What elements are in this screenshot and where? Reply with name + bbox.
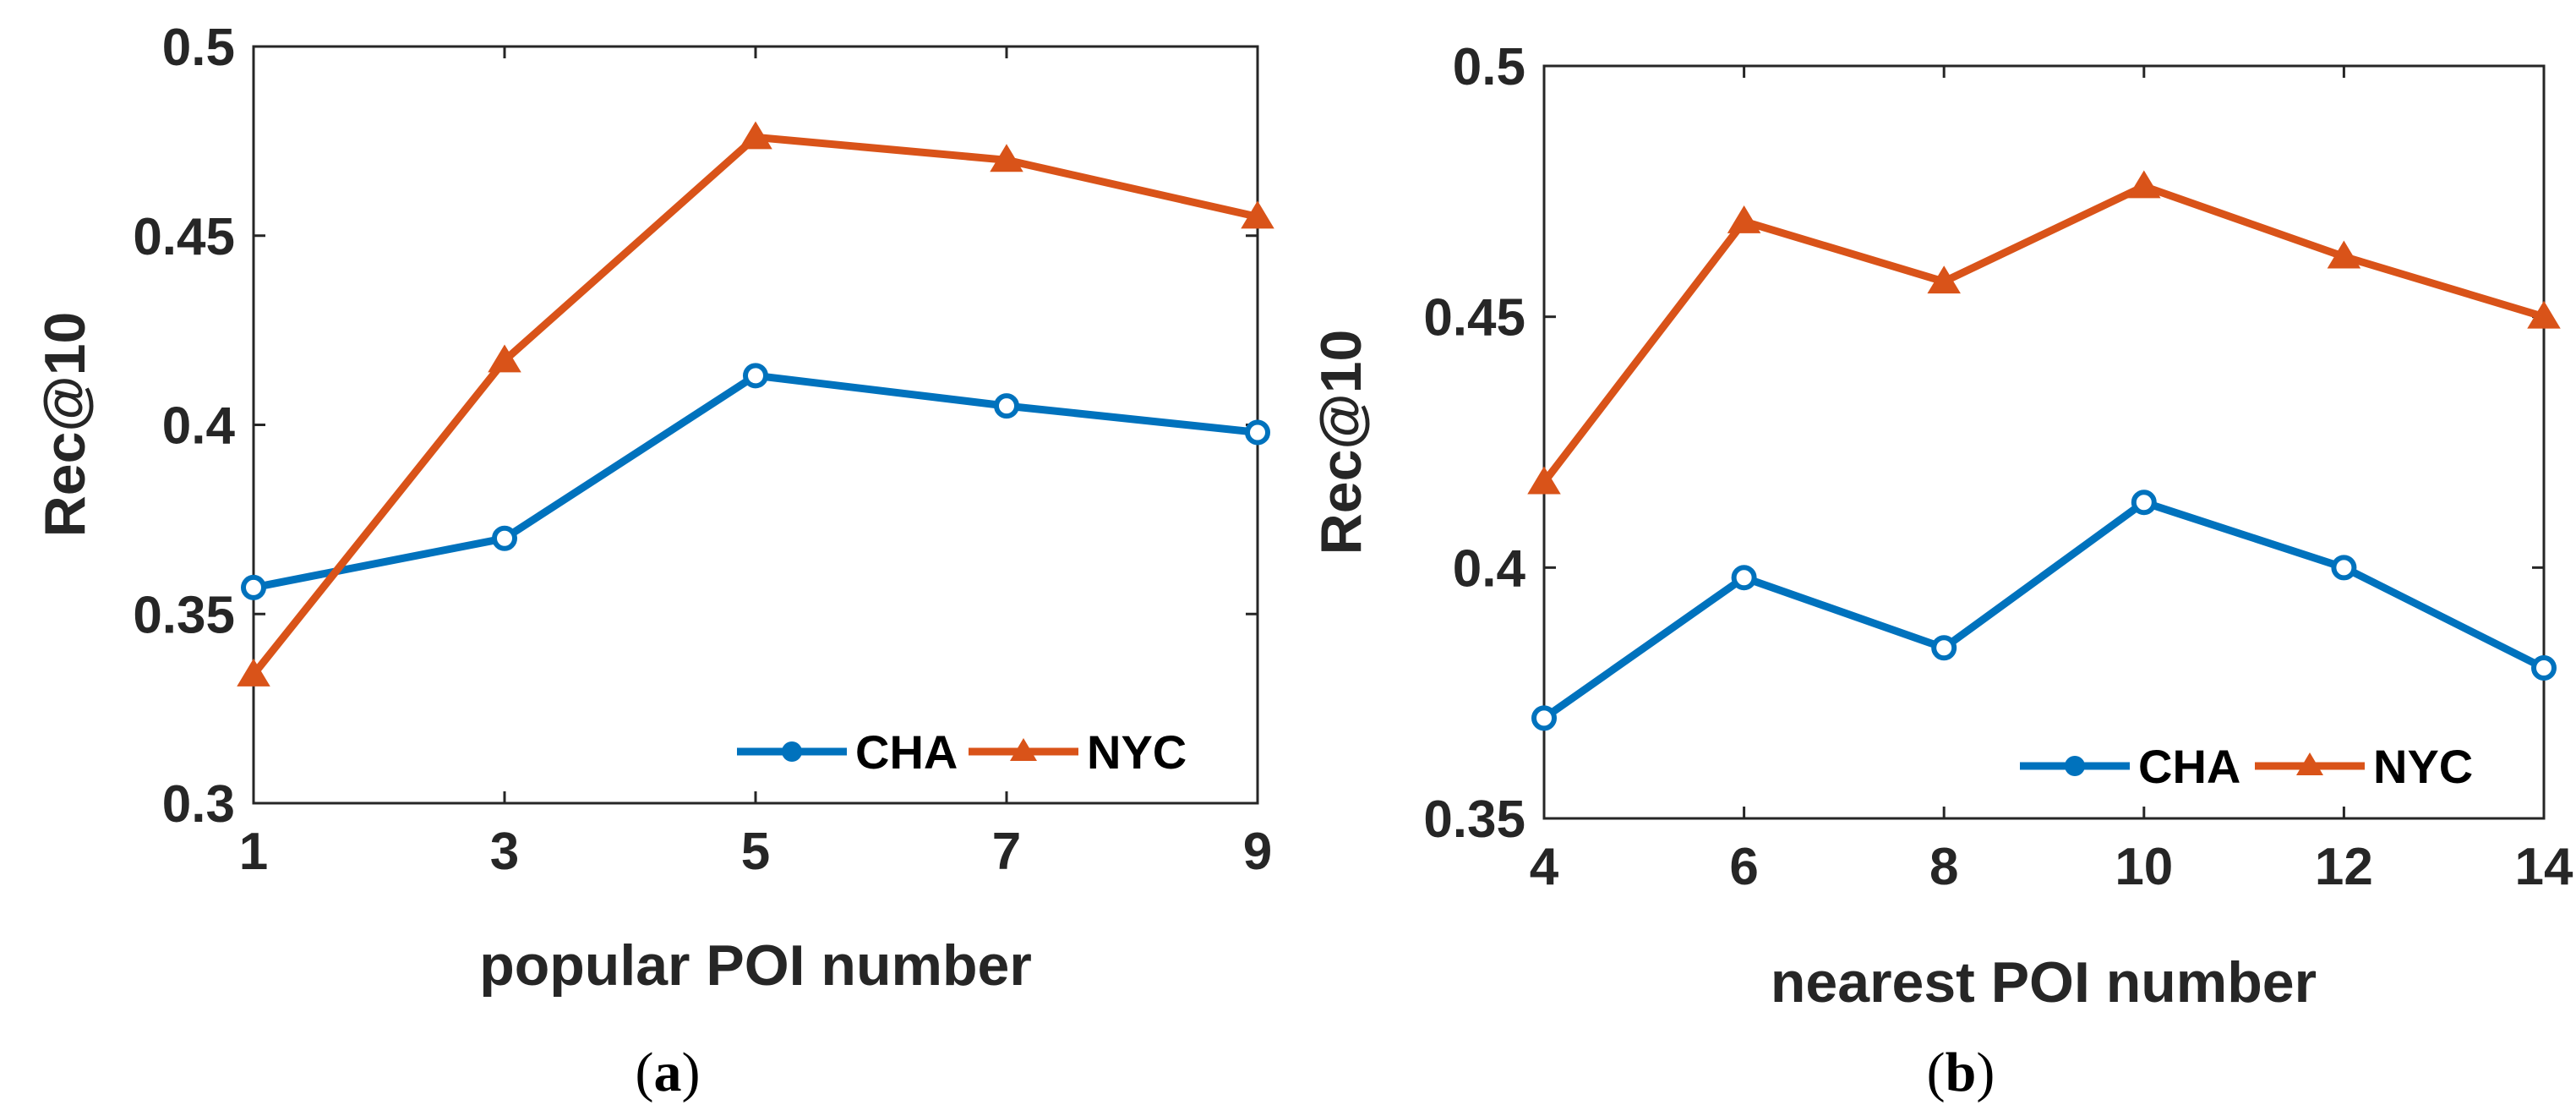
legend-marker-cha-b: [2065, 756, 2085, 776]
y-tick-label: 0.45: [1423, 289, 1525, 347]
x-tick-label: 8: [1929, 838, 1958, 896]
data-point-nyc: [990, 144, 1023, 172]
caption-b: (b): [1927, 1042, 1995, 1103]
y-tick-label: 0.35: [133, 586, 235, 644]
legend-label-cha-b: CHA: [2138, 740, 2240, 793]
x-tick-label: 3: [490, 823, 519, 881]
y-ticks-b: 0.35 0.4 0.45 0.5: [1423, 38, 2544, 849]
data-point-nyc: [1241, 200, 1274, 229]
x-tick-label: 5: [741, 823, 770, 881]
data-point-cha: [492, 525, 517, 551]
data-point-cha: [1531, 705, 1557, 731]
series-line-cha: [1542, 498, 2546, 721]
y-axis-label-b: Rec@10: [1309, 330, 1373, 555]
data-point-cha: [2531, 655, 2557, 681]
data-point-nyc: [1527, 466, 1561, 495]
x-axis-label-b: nearest POI number: [1771, 950, 2317, 1015]
data-point-cha: [2131, 490, 2157, 516]
axes-box-a: [252, 45, 1259, 805]
data-point-nyc: [2527, 300, 2561, 329]
y-ticks-a: 0.3 0.35 0.4 0.45 0.5: [133, 19, 1258, 834]
x-tick-label: 1: [239, 823, 268, 881]
y-tick-label: 0.5: [162, 19, 235, 77]
x-ticks-b: 4 6 8 10 12 14: [1530, 66, 2573, 896]
x-axis-label-a: popular POI number: [479, 933, 1032, 998]
data-point-cha: [994, 393, 1019, 419]
legend-marker-cha-a: [782, 741, 802, 762]
x-tick-label: 9: [1243, 823, 1272, 881]
legend-marker-nyc-a: [1010, 738, 1037, 761]
series-markers-b: [1527, 170, 2561, 731]
y-tick-label: 0.35: [1423, 790, 1525, 849]
x-tick-label: 4: [1530, 838, 1559, 896]
legend-label-nyc-b: NYC: [2373, 740, 2473, 793]
y-tick-label: 0.4: [162, 397, 236, 456]
data-point-nyc: [488, 344, 521, 373]
data-point-nyc: [1727, 205, 1761, 233]
data-point-nyc: [2127, 170, 2161, 199]
data-point-nyc: [739, 121, 772, 150]
series-lines-a: [250, 133, 1258, 677]
legend-label-cha-a: CHA: [855, 725, 958, 779]
data-point-cha: [1931, 635, 1957, 661]
x-tick-label: 10: [2115, 838, 2173, 896]
data-point-nyc: [1927, 265, 1961, 294]
legend-a: CHA NYC: [737, 725, 1187, 779]
x-tick-label: 7: [992, 823, 1021, 881]
data-point-cha: [743, 363, 768, 389]
x-tick-label: 6: [1729, 838, 1758, 896]
data-point-cha: [1245, 419, 1270, 446]
y-axis-label-a: Rec@10: [33, 312, 97, 538]
y-tick-label: 0.5: [1453, 38, 1525, 96]
y-tick-label: 0.4: [1453, 539, 1526, 598]
y-tick-label: 0.3: [162, 775, 235, 834]
x-tick-label: 14: [2515, 838, 2573, 896]
series-markers-a: [237, 121, 1274, 687]
plot-area-b: 0.35 0.4 0.45 0.5 4 6 8 10 12 14 CHA NYC: [1423, 38, 2573, 896]
y-tick-label: 0.45: [133, 208, 235, 266]
plot-area-a: 0.3 0.35 0.4 0.45 0.5 1 3 5 7 9 CHA NYC: [133, 19, 1274, 881]
legend-label-nyc-a: NYC: [1087, 725, 1187, 779]
chart-panel-b: 0.350.40.450.5 4 6 8 10 12 14 CHA NYC Rec@10 …: [1309, 38, 2573, 1103]
legend-b: CHA NYC: [2020, 740, 2473, 793]
axes-box-b: [1542, 64, 2546, 820]
data-point-nyc: [237, 658, 270, 687]
x-ticks-a: 1 3 5 7 9: [239, 46, 1272, 881]
series-line-nyc: [250, 133, 1258, 677]
x-tick-label: 12: [2315, 838, 2373, 896]
data-point-cha: [241, 574, 266, 600]
caption-a: (a): [636, 1042, 701, 1103]
data-point-nyc: [2327, 240, 2361, 269]
data-point-cha: [1731, 565, 1757, 591]
series-line-nyc: [1541, 182, 2546, 485]
series-lines-b: [1541, 182, 2546, 721]
legend-marker-nyc-b: [2296, 752, 2323, 775]
chart-panel-a: 0.3 0.35 0.4 0.45 0.5 1 3 5 7 9 CHA NYC Rec@10 p…: [33, 19, 1274, 1103]
data-point-cha: [2331, 555, 2357, 581]
